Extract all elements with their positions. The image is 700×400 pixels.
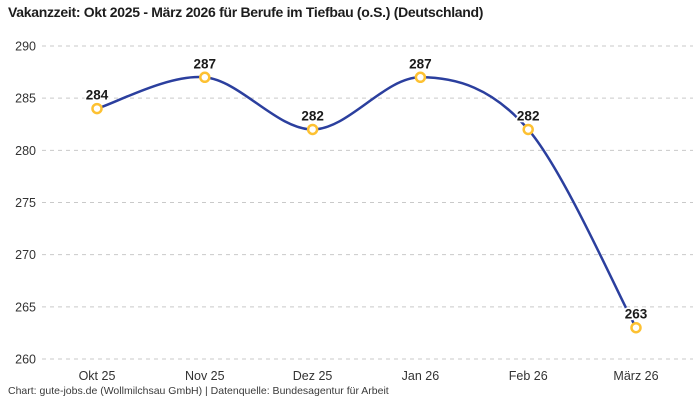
x-axis-tick-label: Dez 25 [293,369,333,383]
data-point-marker [630,321,642,334]
y-axis-tick-label: 285 [15,92,36,106]
data-point-label: 287 [409,56,432,71]
y-axis-tick-label: 270 [15,248,36,262]
x-axis-tick-label: Jan 26 [402,369,440,383]
data-point-marker [306,123,319,136]
data-point-label: 287 [194,56,217,71]
data-point-marker [91,102,103,115]
y-axis-tick-label: 275 [15,196,36,210]
chart-credit: Chart: gute-jobs.de (Wollmilchsau GmbH) … [8,385,389,397]
data-point-marker [199,71,211,84]
data-point-label: 263 [625,307,648,322]
chart-title: Vakanzzeit: Okt 2025 - März 2026 für Ber… [8,4,484,20]
x-axis-tick-label: Feb 26 [509,369,548,383]
data-point-label: 284 [86,88,109,103]
data-point-label: 282 [517,108,540,123]
data-point-marker [414,71,427,84]
x-axis-tick-label: Nov 25 [185,369,225,383]
x-axis-tick-label: März 26 [613,369,658,383]
x-axis-tick-label: Okt 25 [79,369,116,383]
y-axis-tick-label: 280 [15,144,36,158]
y-axis-tick-label: 290 [15,40,36,54]
data-point-label: 282 [301,108,324,123]
data-point-marker [522,123,534,136]
y-axis-tick-label: 260 [15,353,36,367]
y-axis-tick-label: 265 [15,300,36,314]
